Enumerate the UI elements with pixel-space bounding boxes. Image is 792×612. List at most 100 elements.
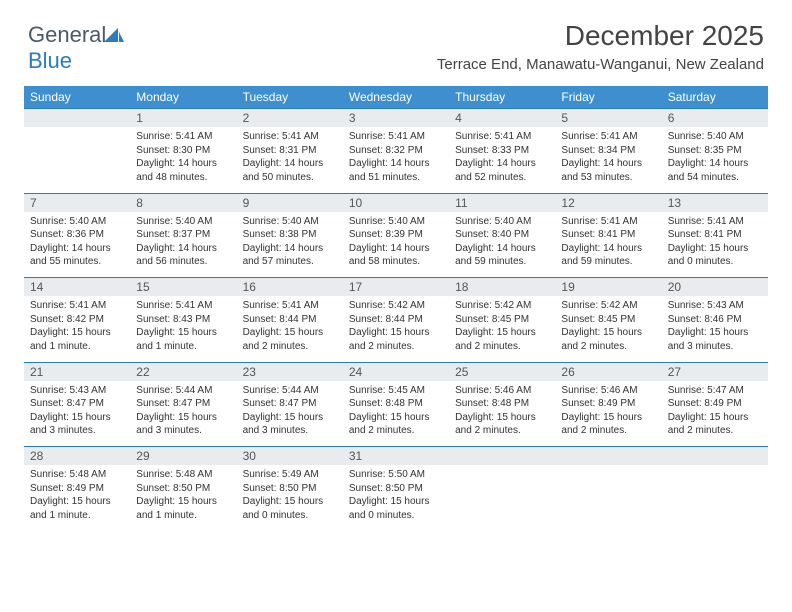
date-number: 15 <box>130 278 236 297</box>
day-cell: Sunrise: 5:41 AMSunset: 8:42 PMDaylight:… <box>24 296 130 362</box>
date-number: 1 <box>130 109 236 128</box>
sunset-line: Sunset: 8:44 PM <box>349 313 443 327</box>
sunrise-line: Sunrise: 5:41 AM <box>455 130 549 144</box>
daylight-line: Daylight: 14 hours and 48 minutes. <box>136 157 230 184</box>
weekday-header: Saturday <box>662 86 768 109</box>
daylight-line: Daylight: 15 hours and 1 minute. <box>30 326 124 353</box>
sunrise-line: Sunrise: 5:40 AM <box>136 215 230 229</box>
day-cell: Sunrise: 5:43 AMSunset: 8:46 PMDaylight:… <box>662 296 768 362</box>
sunset-line: Sunset: 8:49 PM <box>561 397 655 411</box>
day-cell <box>555 465 661 531</box>
sunset-line: Sunset: 8:30 PM <box>136 144 230 158</box>
day-cell: Sunrise: 5:41 AMSunset: 8:32 PMDaylight:… <box>343 127 449 193</box>
weekday-header-row: SundayMondayTuesdayWednesdayThursdayFrid… <box>24 86 768 109</box>
date-number: 26 <box>555 362 661 381</box>
date-number: 27 <box>662 362 768 381</box>
day-cell: Sunrise: 5:42 AMSunset: 8:45 PMDaylight:… <box>449 296 555 362</box>
sunset-line: Sunset: 8:48 PM <box>455 397 549 411</box>
sunset-line: Sunset: 8:45 PM <box>561 313 655 327</box>
sunrise-line: Sunrise: 5:47 AM <box>668 384 762 398</box>
date-number-row: 28293031 <box>24 447 768 466</box>
day-cell: Sunrise: 5:41 AMSunset: 8:33 PMDaylight:… <box>449 127 555 193</box>
date-number-row: 78910111213 <box>24 193 768 212</box>
daylight-line: Daylight: 15 hours and 2 minutes. <box>561 411 655 438</box>
day-cell: Sunrise: 5:40 AMSunset: 8:37 PMDaylight:… <box>130 212 236 278</box>
sunset-line: Sunset: 8:47 PM <box>30 397 124 411</box>
date-number: 12 <box>555 193 661 212</box>
date-number: 8 <box>130 193 236 212</box>
weekday-header: Sunday <box>24 86 130 109</box>
sunset-line: Sunset: 8:44 PM <box>243 313 337 327</box>
day-cell: Sunrise: 5:41 AMSunset: 8:43 PMDaylight:… <box>130 296 236 362</box>
sunset-line: Sunset: 8:38 PM <box>243 228 337 242</box>
sunset-line: Sunset: 8:45 PM <box>455 313 549 327</box>
page-header: December 2025 Terrace End, Manawatu-Wang… <box>437 20 764 73</box>
logo: General Blue <box>28 22 124 74</box>
date-number: 5 <box>555 109 661 128</box>
day-cell: Sunrise: 5:49 AMSunset: 8:50 PMDaylight:… <box>237 465 343 531</box>
daylight-line: Daylight: 15 hours and 2 minutes. <box>243 326 337 353</box>
sunset-line: Sunset: 8:42 PM <box>30 313 124 327</box>
sunrise-line: Sunrise: 5:41 AM <box>668 215 762 229</box>
sunset-line: Sunset: 8:34 PM <box>561 144 655 158</box>
day-cell: Sunrise: 5:42 AMSunset: 8:45 PMDaylight:… <box>555 296 661 362</box>
daylight-line: Daylight: 15 hours and 2 minutes. <box>455 326 549 353</box>
date-number-row: 21222324252627 <box>24 362 768 381</box>
daylight-line: Daylight: 14 hours and 59 minutes. <box>455 242 549 269</box>
day-cell: Sunrise: 5:41 AMSunset: 8:30 PMDaylight:… <box>130 127 236 193</box>
daylight-line: Daylight: 15 hours and 3 minutes. <box>30 411 124 438</box>
weekday-header: Friday <box>555 86 661 109</box>
sunrise-line: Sunrise: 5:48 AM <box>30 468 124 482</box>
weekday-header: Thursday <box>449 86 555 109</box>
day-cell: Sunrise: 5:46 AMSunset: 8:49 PMDaylight:… <box>555 381 661 447</box>
daylight-line: Daylight: 14 hours and 56 minutes. <box>136 242 230 269</box>
daylight-line: Daylight: 15 hours and 1 minute. <box>136 495 230 522</box>
date-number: 31 <box>343 447 449 466</box>
date-number <box>449 447 555 466</box>
day-data-row: Sunrise: 5:41 AMSunset: 8:42 PMDaylight:… <box>24 296 768 362</box>
sunset-line: Sunset: 8:36 PM <box>30 228 124 242</box>
daylight-line: Daylight: 14 hours and 57 minutes. <box>243 242 337 269</box>
day-cell: Sunrise: 5:47 AMSunset: 8:49 PMDaylight:… <box>662 381 768 447</box>
day-data-row: Sunrise: 5:48 AMSunset: 8:49 PMDaylight:… <box>24 465 768 531</box>
daylight-line: Daylight: 15 hours and 2 minutes. <box>561 326 655 353</box>
sunrise-line: Sunrise: 5:44 AM <box>136 384 230 398</box>
daylight-line: Daylight: 15 hours and 0 minutes. <box>668 242 762 269</box>
sunrise-line: Sunrise: 5:42 AM <box>455 299 549 313</box>
sunrise-line: Sunrise: 5:40 AM <box>668 130 762 144</box>
daylight-line: Daylight: 14 hours and 53 minutes. <box>561 157 655 184</box>
sunrise-line: Sunrise: 5:41 AM <box>243 299 337 313</box>
date-number: 22 <box>130 362 236 381</box>
sunrise-line: Sunrise: 5:48 AM <box>136 468 230 482</box>
day-cell <box>24 127 130 193</box>
sunset-line: Sunset: 8:49 PM <box>30 482 124 496</box>
sunrise-line: Sunrise: 5:43 AM <box>30 384 124 398</box>
day-cell: Sunrise: 5:46 AMSunset: 8:48 PMDaylight:… <box>449 381 555 447</box>
sunset-line: Sunset: 8:50 PM <box>136 482 230 496</box>
calendar-table: SundayMondayTuesdayWednesdayThursdayFrid… <box>24 86 768 531</box>
day-data-row: Sunrise: 5:40 AM Sunset: 8:36 PM Daylight:… <box>24 212 768 278</box>
day-cell: Sunrise: 5:40 AMSunset: 8:39 PMDaylight:… <box>343 212 449 278</box>
date-number: 7 <box>24 193 130 212</box>
date-number: 9 <box>237 193 343 212</box>
weekday-header: Tuesday <box>237 86 343 109</box>
day-cell: Sunrise: 5:41 AMSunset: 8:44 PMDaylight:… <box>237 296 343 362</box>
day-cell: Sunrise: 5:44 AMSunset: 8:47 PMDaylight:… <box>130 381 236 447</box>
sunrise-line: Sunrise: 5:46 AM <box>561 384 655 398</box>
sunrise-line: Sunrise: 5:41 AM <box>30 299 124 313</box>
day-cell: Sunrise: 5:40 AMSunset: 8:35 PMDaylight:… <box>662 127 768 193</box>
sunset-line: Sunset: 8:41 PM <box>668 228 762 242</box>
day-data-row: Sunrise: 5:43 AMSunset: 8:47 PMDaylight:… <box>24 381 768 447</box>
sunrise-line: Sunrise: 5:45 AM <box>349 384 443 398</box>
day-cell: Sunrise: 5:48 AMSunset: 8:49 PMDaylight:… <box>24 465 130 531</box>
date-number <box>662 447 768 466</box>
sunrise-line: Sunrise: 5:50 AM <box>349 468 443 482</box>
sunrise-line: Sunrise: 5:41 AM <box>136 299 230 313</box>
date-number: 28 <box>24 447 130 466</box>
day-cell: Sunrise: 5:40 AMSunset: 8:38 PMDaylight:… <box>237 212 343 278</box>
daylight-line: Daylight: 15 hours and 3 minutes. <box>668 326 762 353</box>
day-cell: Sunrise: 5:41 AMSunset: 8:41 PMDaylight:… <box>555 212 661 278</box>
daylight-line: Daylight: 14 hours and 59 minutes. <box>561 242 655 269</box>
date-number: 25 <box>449 362 555 381</box>
date-number: 20 <box>662 278 768 297</box>
